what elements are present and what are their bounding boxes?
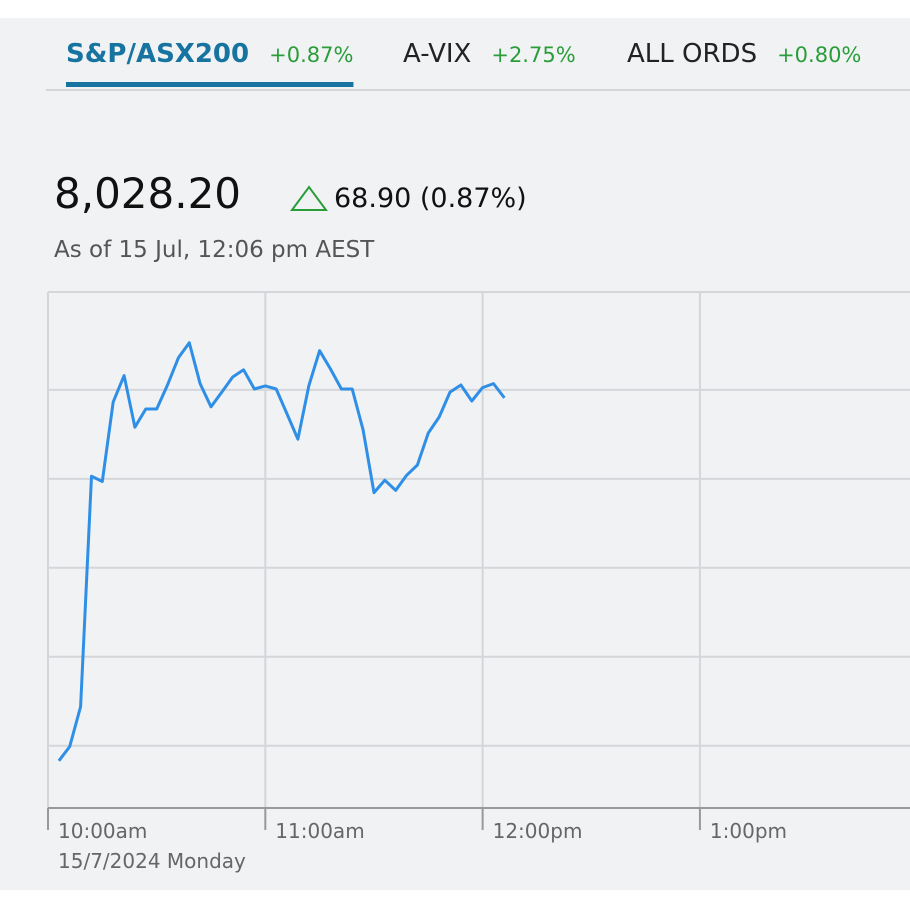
price: 8,028.20	[54, 169, 241, 218]
tab-change: +0.87%	[269, 43, 353, 67]
x-tick-label: 12:00pm	[493, 819, 583, 843]
tab[interactable]: A-VIX +2.75%	[403, 39, 576, 69]
tab-name: ALL ORDS	[627, 39, 757, 69]
tabs: S&P/ASX200 +0.87% A-VIX +2.75% ALL ORDS +0.80…	[66, 39, 861, 87]
date-label: 15/7/2024 Monday	[58, 849, 246, 873]
tab-name: S&P/ASX200	[66, 39, 249, 69]
tab[interactable]: S&P/ASX200 +0.87%	[66, 39, 354, 87]
tab-change: +2.75%	[491, 43, 575, 67]
tab-underline	[66, 82, 354, 87]
chart: 10:00am 11:00am 12:00pm 1:00pm 15/7/2024 Mon…	[47, 291, 910, 873]
x-tick-label: 1:00pm	[710, 819, 787, 843]
tab[interactable]: ALL ORDS +0.80%	[627, 39, 861, 69]
x-tick-label: 10:00am	[58, 819, 147, 843]
panel	[0, 18, 910, 890]
x-tick-label: 11:00am	[275, 819, 364, 843]
as-of: As of 15 Jul, 12:06 pm AEST	[54, 237, 375, 263]
up-arrow	[290, 185, 328, 211]
tab-name: A-VIX	[403, 39, 471, 69]
tab-change: +0.80%	[777, 43, 861, 67]
price-change: 68.90 (0.87%)	[334, 183, 527, 214]
price-line	[57, 341, 506, 762]
